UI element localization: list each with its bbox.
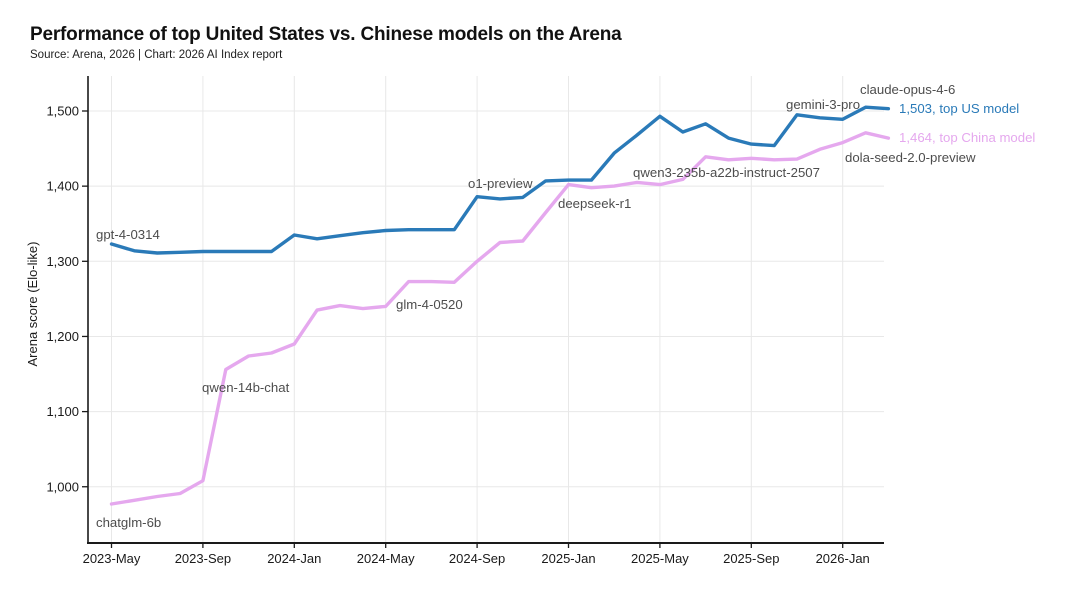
annotation-us-end-label: 1,503, top US model	[899, 101, 1019, 116]
y-tick-label-1400: 1,400	[46, 179, 79, 194]
annotation-qwen3-235b-a22b-instruct-2507: qwen3-235b-a22b-instruct-2507	[633, 165, 820, 180]
us-series-line	[109, 105, 891, 255]
x-tick-label-2025-Jan: 2025-Jan	[541, 551, 595, 566]
annotation-chatglm-6b: chatglm-6b	[96, 515, 161, 530]
annotation-o1-preview: o1-preview	[468, 176, 533, 191]
annotation-claude-opus-4-6: claude-opus-4-6	[860, 82, 955, 97]
chart-header: Performance of top United States vs. Chi…	[30, 24, 622, 61]
y-tick-label-1000: 1,000	[46, 479, 79, 494]
china-series-line	[109, 131, 891, 506]
y-axis-title: Arena score (Elo-like)	[25, 242, 40, 367]
y-tick-label-1500: 1,500	[46, 104, 79, 119]
chart-source: Source: Arena, 2026 | Chart: 2026 AI Ind…	[30, 49, 283, 61]
x-tick-label-2024-May: 2024-May	[357, 551, 415, 566]
y-tick-label-1100: 1,100	[46, 404, 79, 419]
x-tick-label-2025-May: 2025-May	[631, 551, 689, 566]
x-tick-label-2023-Sep: 2023-Sep	[175, 551, 231, 566]
annotation-gemini-3-pro: gemini-3-pro	[786, 97, 860, 112]
y-tick-label-1300: 1,300	[46, 254, 79, 269]
annotation-china-end-label: 1,464, top China model	[899, 130, 1035, 145]
annotation-deepseek-r1: deepseek-r1	[558, 196, 631, 211]
y-tick-label-1200: 1,200	[46, 329, 79, 344]
x-tick-label-2026-Jan: 2026-Jan	[816, 551, 870, 566]
x-tick-label-2024-Jan: 2024-Jan	[267, 551, 321, 566]
x-tick-label-2025-Sep: 2025-Sep	[723, 551, 779, 566]
chart-title: Performance of top United States vs. Chi…	[30, 24, 622, 45]
annotation-dola-seed-2.0-preview: dola-seed-2.0-preview	[845, 150, 976, 165]
annotation-gpt-4-0314: gpt-4-0314	[96, 227, 160, 242]
x-tick-label-2024-Sep: 2024-Sep	[449, 551, 505, 566]
annotation-qwen-14b-chat: qwen-14b-chat	[202, 380, 290, 395]
x-tick-label-2023-May: 2023-May	[83, 551, 141, 566]
annotation-glm-4-0520: glm-4-0520	[396, 297, 463, 312]
